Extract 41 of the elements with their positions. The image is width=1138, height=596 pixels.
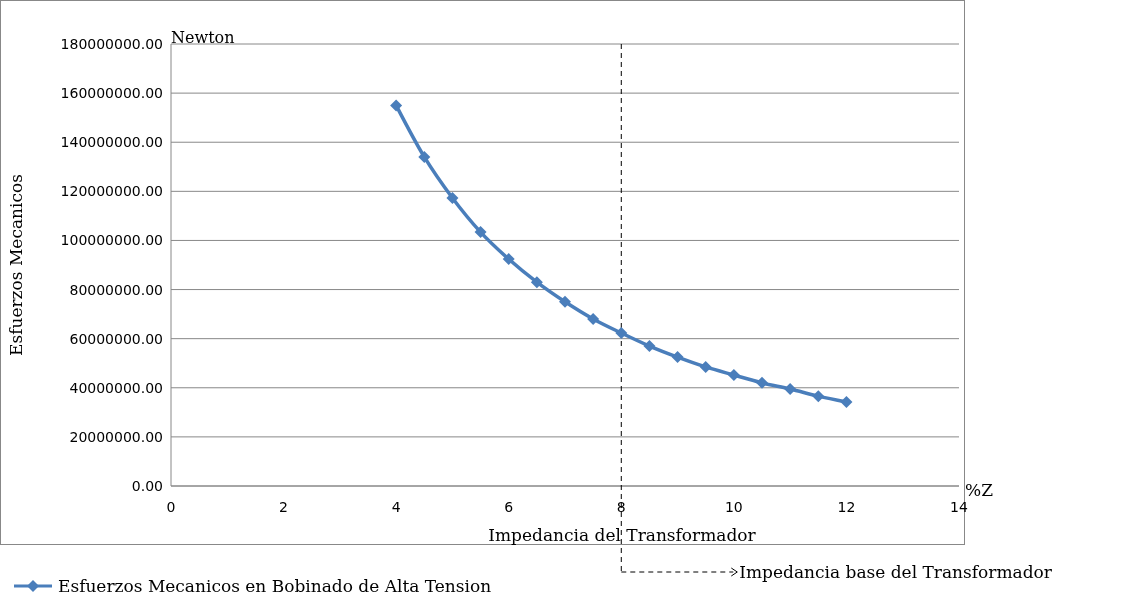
point bbox=[756, 376, 768, 389]
point bbox=[812, 390, 825, 403]
x-tick-label: 8 bbox=[616, 499, 626, 515]
x-tick-label: 10 bbox=[724, 499, 743, 515]
point bbox=[530, 276, 543, 289]
point bbox=[615, 327, 628, 340]
y-tick-label: 80000000.00 bbox=[69, 281, 163, 298]
y-axis-title: Esfuerzos Mecanicos bbox=[6, 174, 26, 356]
point bbox=[587, 313, 600, 326]
legend-label: Esfuerzos Mecanicos en Bobinado de Alta Tension bbox=[58, 576, 492, 596]
x-tick-label: 14 bbox=[950, 499, 968, 515]
point bbox=[474, 226, 487, 239]
annotation: Newton bbox=[171, 28, 235, 47]
y-tick-label: 100000000.00 bbox=[60, 232, 163, 249]
ref-line-label: Impedancia base del Transformador bbox=[739, 562, 1053, 582]
point bbox=[699, 360, 712, 373]
point bbox=[559, 295, 571, 308]
point bbox=[502, 253, 515, 266]
point bbox=[784, 383, 797, 396]
x-axis-title: Impedancia del Transformador bbox=[488, 525, 757, 545]
point bbox=[446, 191, 459, 204]
y-tick-label: 40000000.00 bbox=[69, 379, 163, 396]
x-tick-label: 4 bbox=[391, 499, 401, 515]
y-tick-label: 0.00 bbox=[131, 478, 163, 494]
y-tick-label: 120000000.00 bbox=[60, 183, 163, 200]
y-tick-label: 60000000.00 bbox=[69, 330, 163, 347]
y-tick-label: 20000000.00 bbox=[69, 428, 163, 445]
x-tick-label: 2 bbox=[279, 499, 289, 515]
x-tick-label: 6 bbox=[504, 499, 514, 515]
point bbox=[418, 150, 431, 163]
y-tick-label: 180000000.00 bbox=[60, 36, 163, 52]
y-tick-label: 140000000.00 bbox=[60, 134, 163, 151]
x-tick-label: 0 bbox=[166, 499, 176, 515]
point bbox=[390, 99, 403, 112]
point bbox=[840, 396, 853, 409]
text: %Z bbox=[965, 480, 994, 500]
x-tick-label: 12 bbox=[837, 499, 856, 515]
point bbox=[643, 340, 656, 353]
point bbox=[671, 351, 684, 364]
point bbox=[727, 369, 740, 382]
y-tick-label: 160000000.00 bbox=[60, 85, 163, 102]
